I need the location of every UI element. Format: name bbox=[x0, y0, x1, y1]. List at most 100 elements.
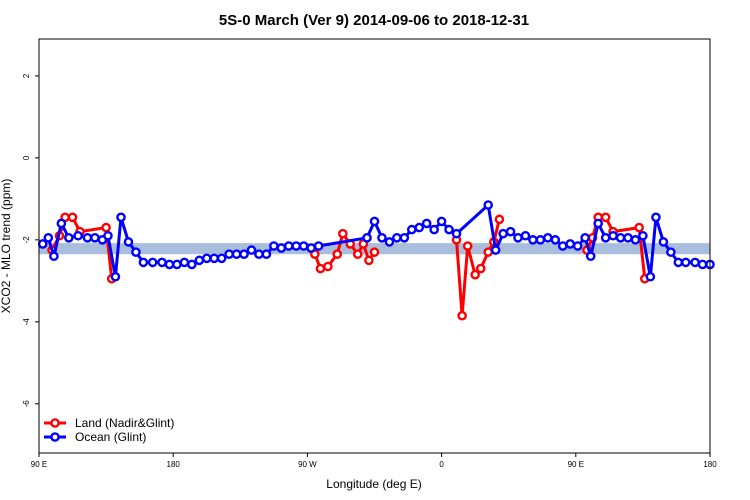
ocean-glint-point bbox=[261, 249, 272, 259]
ocean-glint-point bbox=[535, 235, 546, 245]
ocean-glint-point bbox=[123, 237, 134, 247]
x-axis-label: Longitude (deg E) bbox=[326, 477, 421, 491]
ocean-glint-point bbox=[690, 257, 700, 268]
ocean-glint-point bbox=[520, 230, 531, 241]
ocean-glint-point bbox=[254, 249, 264, 259]
ocean-glint-point bbox=[49, 251, 59, 262]
legend-ocean-glint-label: Ocean (Glint) bbox=[75, 430, 146, 444]
ocean-glint-point bbox=[623, 233, 633, 243]
ocean-glint-point bbox=[600, 233, 611, 243]
y-tick-label: 0 bbox=[22, 155, 31, 160]
ocean-glint-point bbox=[73, 230, 83, 241]
land-nadir-glint-point bbox=[338, 228, 348, 239]
x-tick-label: 0 bbox=[439, 460, 444, 469]
x-tick-label: 90 W bbox=[298, 460, 317, 469]
land-nadir-glint-point bbox=[457, 310, 467, 321]
ocean-glint-point bbox=[246, 245, 257, 255]
land-nadir-glint-point bbox=[332, 249, 343, 259]
ocean-glint-point bbox=[179, 257, 190, 268]
ocean-glint-point bbox=[216, 253, 227, 264]
y-tick-label: -2 bbox=[22, 236, 31, 244]
ocean-glint-point bbox=[276, 243, 287, 253]
ocean-glint-point bbox=[513, 233, 523, 243]
ocean-glint-point bbox=[421, 218, 432, 229]
ocean-glint-point bbox=[436, 216, 447, 227]
ocean-glint-point bbox=[673, 257, 684, 268]
ocean-glint-point bbox=[429, 224, 439, 235]
ocean-glint-point bbox=[483, 200, 493, 210]
ocean-glint-point bbox=[572, 241, 583, 251]
ocean-glint-point bbox=[131, 247, 141, 257]
land-nadir-glint-point bbox=[494, 214, 505, 225]
ocean-glint-point bbox=[666, 247, 676, 257]
ocean-glint-point bbox=[608, 230, 618, 241]
ocean-glint-point bbox=[392, 233, 402, 243]
ocean-glint-point bbox=[651, 212, 661, 223]
ocean-glint-point bbox=[43, 233, 54, 243]
ocean-glint-point bbox=[90, 233, 100, 243]
ocean-glint-point bbox=[313, 241, 324, 251]
ocean-glint-point bbox=[490, 245, 501, 255]
ocean-glint-point bbox=[658, 237, 669, 247]
land-nadir-glint-point bbox=[67, 212, 78, 223]
ocean-glint-point bbox=[172, 259, 182, 270]
legend-ocean-glint-marker bbox=[50, 432, 60, 442]
ocean-glint-point bbox=[585, 251, 596, 262]
x-tick-label: 180 bbox=[703, 460, 717, 469]
land-nadir-glint-point bbox=[462, 241, 473, 251]
land-nadir-glint-point bbox=[315, 263, 326, 274]
ocean-glint-point bbox=[64, 233, 74, 243]
land-nadir-glint-point bbox=[323, 261, 333, 272]
x-tick-label: 180 bbox=[167, 460, 181, 469]
ocean-glint-point bbox=[384, 237, 395, 247]
ocean-glint-point bbox=[239, 249, 249, 259]
land-nadir-glint-point bbox=[600, 212, 611, 223]
y-axis-label: XCO2 - MLO trend (ppm) bbox=[0, 179, 13, 314]
ocean-glint-point bbox=[645, 271, 656, 282]
ocean-glint-point bbox=[306, 243, 316, 253]
x-tick-label: 90 E bbox=[31, 460, 47, 469]
ocean-glint-point bbox=[444, 224, 454, 235]
ocean-glint-point bbox=[451, 228, 462, 239]
ocean-glint-point bbox=[362, 233, 372, 243]
land-nadir-glint-point bbox=[101, 222, 111, 233]
ocean-glint-point bbox=[110, 271, 121, 282]
ocean-glint-point bbox=[103, 230, 113, 241]
y-tick-label: 2 bbox=[22, 73, 31, 78]
ocean-glint-point bbox=[291, 241, 302, 251]
ocean-glint-point bbox=[231, 249, 242, 259]
axis-ticks: 90 E 180 90 W 0 90 E 180 2 0 -2 -4 -6 bbox=[22, 73, 717, 469]
ocean-glint-point bbox=[201, 253, 212, 264]
ocean-glint-point bbox=[283, 241, 294, 251]
legend-land-nadir-glint-label: Land (Nadir&Glint) bbox=[75, 416, 174, 430]
land-nadir-glint-point bbox=[470, 269, 480, 280]
ocean-glint-point bbox=[157, 257, 167, 268]
ocean-glint-point bbox=[550, 235, 561, 245]
ocean-glint-point bbox=[680, 257, 691, 268]
ocean-glint-point bbox=[528, 235, 538, 245]
ocean-glint-point bbox=[194, 255, 205, 266]
ocean-glint-point bbox=[557, 241, 568, 251]
ocean-glint-point bbox=[638, 230, 648, 241]
ocean-glint-point bbox=[298, 241, 309, 251]
ocean-glint-point bbox=[593, 218, 603, 229]
ocean-glint-point bbox=[269, 241, 279, 251]
ocean-glint-point bbox=[406, 224, 417, 235]
ocean-glint-point bbox=[580, 233, 590, 243]
ocean-glint-point bbox=[630, 235, 641, 245]
x-tick-label: 90 E bbox=[568, 460, 584, 469]
legend-land-nadir-glint-marker bbox=[50, 418, 60, 428]
y-tick-label: -4 bbox=[22, 318, 31, 326]
ocean-glint-point bbox=[369, 216, 380, 227]
ocean-glint-point bbox=[543, 233, 553, 243]
ocean-glint-point bbox=[565, 239, 576, 249]
ocean-glint-point bbox=[56, 218, 67, 229]
ocean-glint-point bbox=[399, 233, 410, 243]
land-nadir-glint-point bbox=[369, 247, 380, 257]
land-nadir-glint-point bbox=[483, 247, 493, 257]
plot-frame bbox=[38, 38, 711, 454]
ocean-glint-point bbox=[164, 259, 175, 270]
land-nadir-glint-point bbox=[634, 222, 644, 233]
legend: Land (Nadir&Glint)Ocean (Glint) bbox=[44, 416, 174, 444]
